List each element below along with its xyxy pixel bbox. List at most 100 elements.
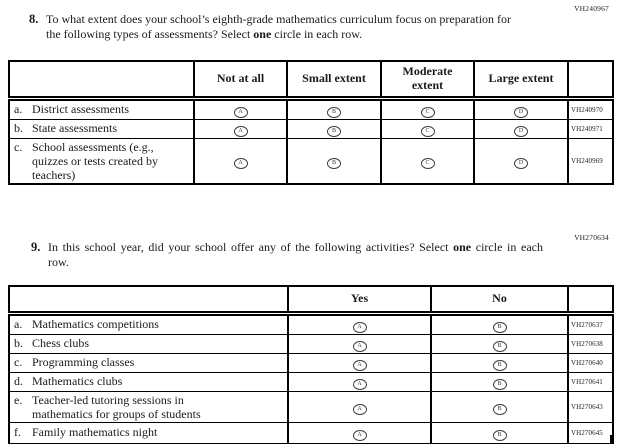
q8-admin-code: VH240967 — [574, 4, 609, 13]
q8-header-row: Not at all Small extent Moderate extent … — [8, 59, 614, 101]
q9-admin-code: VH270634 — [574, 233, 609, 242]
answer-oval[interactable]: B — [327, 125, 341, 137]
answer-cell: A — [193, 97, 288, 120]
answer-cell: B — [430, 352, 569, 373]
q9-question-text: In this school year, did your school off… — [48, 240, 543, 269]
q9-row-a-label: a. Mathematics competitions — [8, 312, 289, 335]
q9-response-table: Yes No a. Mathematics competitions A B VH… — [8, 285, 614, 444]
answer-cell: B — [286, 97, 382, 120]
row-admin-code: VH240970 — [567, 97, 614, 120]
row-admin-code: VH270645 — [567, 421, 614, 444]
answer-cell: C — [380, 97, 475, 120]
q8-header-empty — [8, 59, 195, 101]
answer-oval[interactable]: C — [420, 125, 435, 137]
table-row: a. Mathematics competitions A B VH270637 — [8, 312, 614, 335]
answer-oval[interactable]: B — [492, 429, 507, 441]
table-continuation-tick — [287, 435, 289, 444]
q9-header-no: No — [430, 285, 569, 316]
answer-oval[interactable]: A — [352, 403, 367, 415]
q8-number: 8. — [29, 12, 39, 26]
answer-cell: A — [287, 390, 432, 423]
answer-cell: B — [430, 421, 569, 444]
answer-oval[interactable]: A — [352, 359, 367, 371]
q8-row-a-label: a. District assessments — [8, 97, 195, 120]
q8-response-table: Not at all Small extent Moderate extent … — [8, 59, 614, 186]
answer-oval[interactable]: C — [420, 106, 435, 118]
answer-oval[interactable]: B — [492, 378, 507, 390]
answer-oval[interactable]: A — [352, 321, 367, 333]
answer-oval[interactable]: B — [327, 157, 341, 169]
q8-question-text: To what extent does your school’s eighth… — [46, 12, 512, 41]
row-admin-code: VH270637 — [567, 312, 614, 335]
row-admin-code: VH270643 — [567, 390, 614, 423]
answer-oval[interactable]: A — [233, 125, 248, 137]
q8-header-small-extent: Small extent — [286, 59, 382, 101]
answer-cell: A — [193, 137, 288, 185]
answer-cell: B — [286, 118, 382, 139]
answer-cell: A — [287, 352, 432, 373]
answer-cell: D — [473, 137, 569, 185]
q8-header-moderate-extent: Moderate extent — [380, 59, 475, 101]
answer-cell: B — [286, 137, 382, 185]
answer-cell: D — [473, 97, 569, 120]
q8-row-b-label: b. State assessments — [8, 118, 195, 139]
q8-header-large-extent: Large extent — [473, 59, 569, 101]
answer-cell: A — [193, 118, 288, 139]
answer-cell: A — [287, 333, 432, 354]
row-admin-code: VH270640 — [567, 352, 614, 373]
q9-row-e-label: e. Teacher-led tutoring sessions in mathe… — [8, 390, 289, 423]
q9-header-code-empty — [567, 285, 614, 316]
answer-cell: B — [430, 333, 569, 354]
q8-header-code-empty — [567, 59, 614, 101]
table-row: b. Chess clubs A B VH270638 — [8, 333, 614, 354]
answer-cell: C — [380, 118, 475, 139]
answer-oval[interactable]: A — [352, 340, 367, 352]
answer-oval[interactable]: A — [352, 429, 367, 441]
answer-cell: C — [380, 137, 475, 185]
table-continuation-tick — [430, 435, 432, 444]
q9-header-empty — [8, 285, 289, 316]
answer-oval[interactable]: B — [492, 359, 507, 371]
table-continuation-tick — [8, 435, 10, 444]
row-admin-code: VH270641 — [567, 371, 614, 392]
table-continuation-tick — [610, 435, 612, 444]
answer-oval[interactable]: B — [492, 340, 507, 352]
table-row: f. Family mathematics night A B VH270645 — [8, 421, 614, 444]
table-row: e. Teacher-led tutoring sessions in mathe… — [8, 390, 614, 423]
q9-row-c-label: c. Programming classes — [8, 352, 289, 373]
row-admin-code: VH240969 — [567, 137, 614, 185]
answer-oval[interactable]: B — [492, 403, 507, 415]
answer-oval[interactable]: D — [514, 125, 528, 137]
answer-cell: A — [287, 421, 432, 444]
table-row: b. State assessments A B C D VH240971 — [8, 118, 614, 139]
q9-row-f-label: f. Family mathematics night — [8, 421, 289, 444]
q9-row-b-label: b. Chess clubs — [8, 333, 289, 354]
answer-cell: B — [430, 312, 569, 335]
row-admin-code: VH270638 — [567, 333, 614, 354]
q9-header-row: Yes No — [8, 285, 614, 316]
answer-oval[interactable]: B — [492, 321, 507, 333]
q9-header-yes: Yes — [287, 285, 432, 316]
row-admin-code: VH240971 — [567, 118, 614, 139]
table-continuation-tick — [567, 435, 569, 444]
answer-oval[interactable]: B — [327, 106, 341, 118]
answer-oval[interactable]: D — [514, 106, 528, 118]
answer-cell: D — [473, 118, 569, 139]
answer-cell: B — [430, 390, 569, 423]
answer-cell: A — [287, 312, 432, 335]
answer-cell: B — [430, 371, 569, 392]
table-row: d. Mathematics clubs A B VH270641 — [8, 371, 614, 392]
answer-oval[interactable]: C — [420, 157, 435, 169]
q9-number: 9. — [31, 240, 41, 254]
answer-oval[interactable]: A — [233, 106, 248, 118]
q9-row-d-label: d. Mathematics clubs — [8, 371, 289, 392]
answer-oval[interactable]: A — [352, 378, 367, 390]
answer-oval[interactable]: A — [233, 157, 248, 169]
answer-oval[interactable]: D — [514, 157, 528, 169]
answer-cell: A — [287, 371, 432, 392]
table-row: a. District assessments A B C D VH240970 — [8, 97, 614, 120]
q8-row-c-label: c. School assessments (e.g., quizzes or t… — [8, 137, 195, 185]
table-row: c. School assessments (e.g., quizzes or t… — [8, 137, 614, 185]
table-row: c. Programming classes A B VH270640 — [8, 352, 614, 373]
